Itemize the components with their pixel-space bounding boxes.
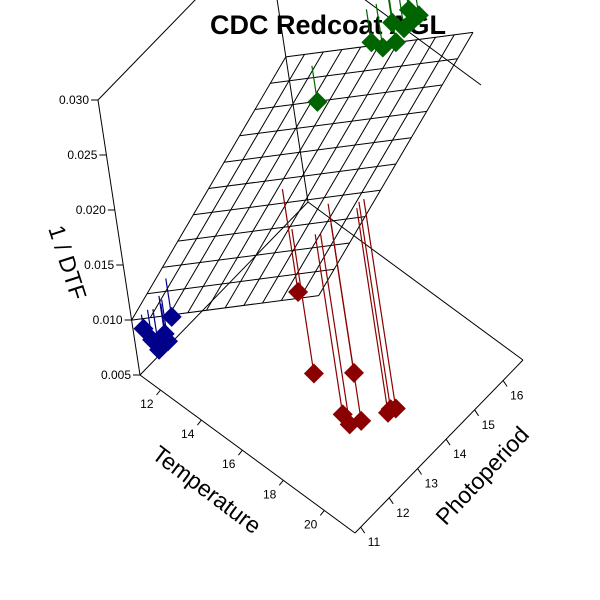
y-tick-label: 16 <box>510 389 524 403</box>
frame-edge <box>307 201 524 361</box>
frame-edge <box>354 359 524 534</box>
data-point <box>303 363 324 384</box>
data-point <box>351 410 372 431</box>
z-axis-ticks: 0.005 0.010 0.015 0.020 0.025 0.030 <box>59 93 140 382</box>
z-tick-label: 0.015 <box>84 258 114 272</box>
plane-grid-line <box>280 37 436 301</box>
y-tick-label: 11 <box>368 535 381 549</box>
data-point <box>158 331 178 352</box>
residual-line <box>291 229 315 374</box>
data-point <box>398 0 419 20</box>
y-tick-label: 13 <box>425 477 439 491</box>
plane-grid-line <box>224 137 412 163</box>
data-point <box>380 399 401 420</box>
x-tick <box>278 479 284 486</box>
data-point <box>385 32 406 53</box>
data-points <box>133 0 429 435</box>
data-point <box>288 282 309 302</box>
y-tick <box>417 468 423 475</box>
x-axis-ticks: 12 14 16 18 20 <box>140 389 325 531</box>
y-tick-label: 15 <box>482 418 496 432</box>
data-point <box>401 11 422 32</box>
plane-grid-line <box>270 58 458 84</box>
x-tick <box>197 419 202 426</box>
residual-line <box>314 234 344 415</box>
x-tick-label: 14 <box>181 427 195 441</box>
plane-grid-line <box>254 84 443 110</box>
data-point <box>408 5 429 26</box>
z-tick-label: 0.005 <box>101 368 131 382</box>
frame-edge <box>97 99 141 376</box>
z-tick-label: 0.030 <box>59 93 89 107</box>
plane-grid-line <box>239 110 427 137</box>
x-tick <box>238 449 243 456</box>
x-tick-label: 12 <box>140 397 154 411</box>
x-tick-label: 18 <box>263 487 277 501</box>
regression-plane-grid <box>131 31 474 321</box>
residual-line <box>319 233 351 425</box>
x-tick-label: 20 <box>304 517 318 531</box>
frame-edge <box>139 374 356 534</box>
y-tick <box>474 409 480 417</box>
residual-line <box>363 199 397 409</box>
frame-edge <box>276 0 309 203</box>
residual-line <box>358 201 392 410</box>
y-axis-label: Photoperiod <box>430 421 534 529</box>
y-tick <box>502 380 508 387</box>
x-tick <box>156 389 161 396</box>
plane-grid-line <box>243 41 399 306</box>
y-tick <box>445 438 451 446</box>
y-tick <box>360 526 366 534</box>
z-tick-label: 0.025 <box>67 148 97 162</box>
y-tick <box>388 497 394 505</box>
x-tick-label: 16 <box>222 457 236 471</box>
residual-lines <box>140 0 420 425</box>
data-point <box>344 362 364 383</box>
x-tick <box>319 510 325 516</box>
y-tick-label: 12 <box>396 506 410 520</box>
plane-grid-line <box>318 32 474 296</box>
y-tick-label: 14 <box>453 447 467 461</box>
plane-grid-line <box>208 163 396 189</box>
frame-edge <box>97 0 196 101</box>
data-point <box>307 91 328 112</box>
residual-line <box>356 208 389 413</box>
plane-grid-line <box>299 34 455 299</box>
plane-grid-line <box>262 39 418 304</box>
z-tick-label: 0.020 <box>76 203 106 217</box>
data-point <box>161 306 182 327</box>
residual-line <box>281 189 299 293</box>
frame-edge <box>364 0 482 86</box>
residual-line <box>327 203 355 373</box>
y-axis-ticks: 11 12 13 14 15 16 <box>360 380 524 549</box>
z-tick-label: 0.010 <box>93 313 123 327</box>
